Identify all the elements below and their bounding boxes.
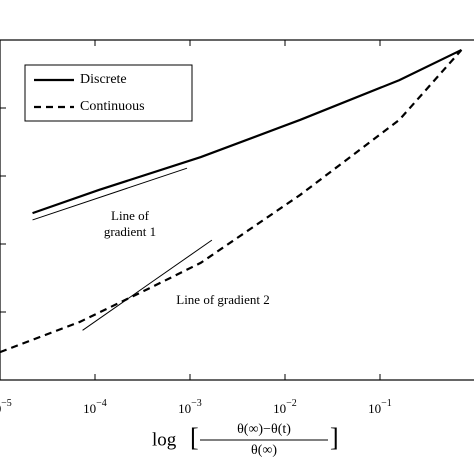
x-tick-label: 10−1 — [368, 398, 392, 416]
x-label-bracket: [ — [190, 423, 199, 452]
legend-box — [24, 64, 193, 122]
x-tick-label: 10−2 — [273, 398, 297, 416]
legend-label: Continuous — [80, 99, 145, 114]
reference-line — [32, 167, 188, 221]
legend-label: Discrete — [80, 72, 127, 87]
x-label-numerator: θ(∞)−θ(t) — [237, 422, 291, 437]
x-label-denominator: θ(∞) — [251, 443, 277, 458]
reference-line — [82, 239, 213, 331]
x-label-bracket: ] — [330, 423, 339, 452]
plot-frame — [0, 39, 474, 381]
data-line — [0, 49, 463, 354]
x-tick-label: 10−3 — [178, 398, 202, 416]
data-line — [32, 48, 462, 215]
annotation: gradient 1 — [104, 224, 156, 239]
x-tick-label: 10−4 — [83, 398, 107, 416]
x-tick-label: 10−5 — [0, 398, 12, 416]
x-label-prefix: log — [152, 429, 177, 450]
annotation: Line of gradient 2 — [176, 292, 270, 307]
annotation: Line of — [111, 208, 150, 223]
